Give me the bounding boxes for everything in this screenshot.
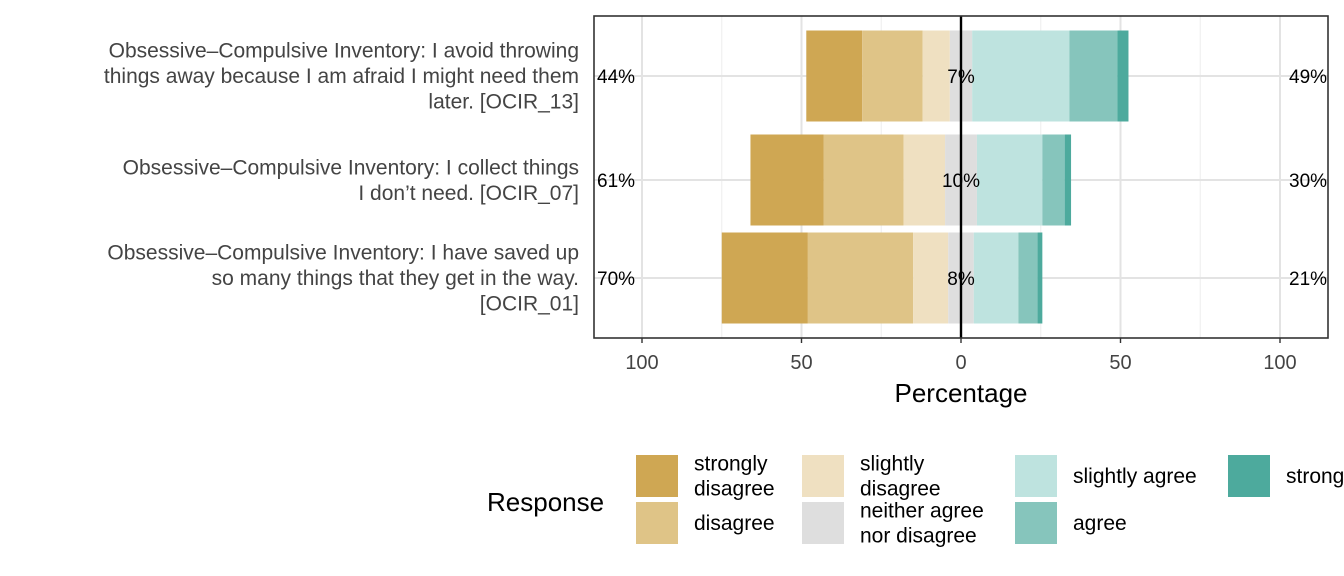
right-percent-label: 49% xyxy=(1289,67,1327,88)
x-axis-ticks: 100 50 0 50 100 xyxy=(625,338,1297,374)
percent-labels: 44% 7% 49%61% 10% 30%70% 8% 21% xyxy=(597,67,1327,290)
bar-segment xyxy=(903,134,946,226)
left-percent-label: 44% xyxy=(597,67,635,88)
legend-key xyxy=(802,502,844,544)
legend-label: disagree xyxy=(694,478,775,501)
bar-segment xyxy=(973,232,1019,324)
legend-key xyxy=(1015,455,1057,497)
bar-segment xyxy=(823,134,904,226)
legend-label: slightly xyxy=(860,453,925,476)
x-tick-label: 50 xyxy=(790,352,812,374)
legend-key xyxy=(1015,502,1057,544)
y-tick-label: Obsessive–Compulsive Inventory: I avoid … xyxy=(109,40,579,63)
legend-key xyxy=(636,502,678,544)
legend-label: strongly agree xyxy=(1286,465,1344,488)
legend-label: disagree xyxy=(860,478,941,501)
y-tick-label: so many things that they get in the way. xyxy=(212,267,579,290)
bar-segment xyxy=(750,134,824,226)
legend-label: neither agree xyxy=(860,500,984,523)
bar-segment xyxy=(1018,232,1038,324)
legend-label: disagree xyxy=(694,512,775,535)
bar-segment xyxy=(976,134,1043,226)
legend-key xyxy=(1228,455,1270,497)
legend-title: Response xyxy=(487,487,604,517)
left-percent-label: 61% xyxy=(597,171,635,192)
legend-label: strongly xyxy=(694,453,768,476)
y-tick-label: Obsessive–Compulsive Inventory: I have s… xyxy=(107,242,579,265)
y-axis-labels: Obsessive–Compulsive Inventory: I avoid … xyxy=(104,40,579,316)
bars xyxy=(721,30,1129,324)
legend-key xyxy=(802,455,844,497)
x-tick-label: 100 xyxy=(1263,352,1296,374)
right-percent-label: 30% xyxy=(1289,171,1327,192)
x-tick-label: 0 xyxy=(955,352,966,374)
y-tick-label: Obsessive–Compulsive Inventory: I collec… xyxy=(123,156,579,179)
bar-segment xyxy=(913,232,949,324)
legend: Response stronglydisagreedisagreeslightl… xyxy=(487,453,1344,548)
bar-segment xyxy=(807,232,914,324)
x-axis-title: Percentage xyxy=(895,378,1028,408)
bar-segment xyxy=(721,232,808,324)
legend-label: agree xyxy=(1073,512,1127,535)
bar-segment xyxy=(1037,232,1043,324)
legend-label: slightly agree xyxy=(1073,465,1197,488)
bar-segment xyxy=(862,30,923,122)
y-tick-label: [OCIR_01] xyxy=(480,293,579,316)
bar-segment xyxy=(806,30,863,122)
x-tick-label: 50 xyxy=(1109,352,1131,374)
x-tick-label: 100 xyxy=(625,352,658,374)
y-tick-label: later. [OCIR_13] xyxy=(428,91,579,114)
legend-label: nor disagree xyxy=(860,525,977,548)
left-percent-label: 70% xyxy=(597,269,635,290)
y-tick-label: things away because I am afraid I might … xyxy=(104,65,579,88)
bar-segment xyxy=(1064,134,1072,226)
y-tick-label: I don’t need. [OCIR_07] xyxy=(358,182,579,205)
legend-key xyxy=(636,455,678,497)
bar-segment xyxy=(1117,30,1129,122)
plot-panel: 44% 7% 49%61% 10% 30%70% 8% 21% xyxy=(593,15,1329,339)
bar-segment xyxy=(922,30,950,122)
bar-segment xyxy=(1069,30,1118,122)
right-percent-label: 21% xyxy=(1289,269,1327,290)
bar-segment xyxy=(1042,134,1065,226)
bar-segment xyxy=(972,30,1070,122)
